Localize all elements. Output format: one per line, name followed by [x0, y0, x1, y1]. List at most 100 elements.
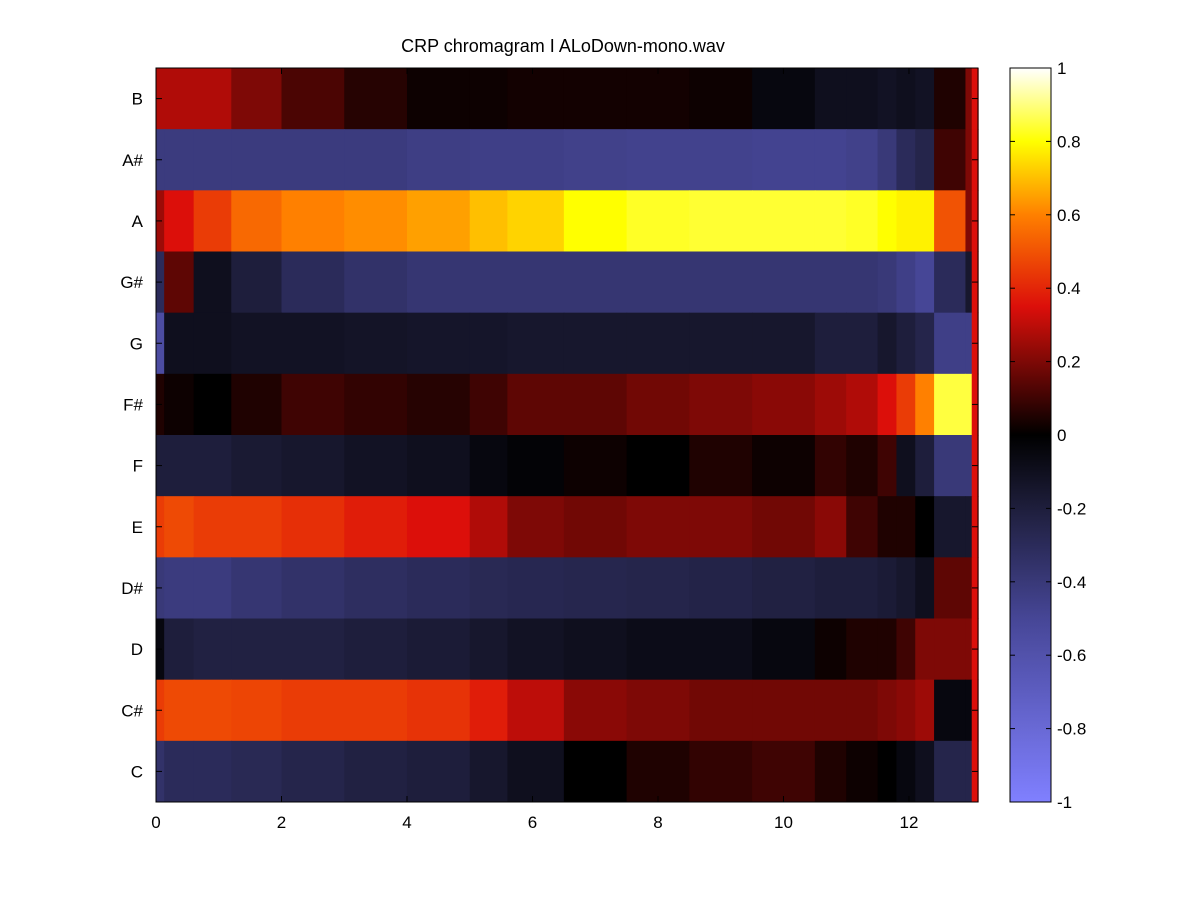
heatmap-cell [689, 68, 753, 130]
heatmap-cell [193, 373, 232, 436]
colorbar: 1 0.8 0.6 0.4 0.2 0 -0.2 -0.4 -0.6 -0.8 -1 [1009, 59, 1086, 812]
heatmap-cell [563, 312, 628, 375]
heatmap-cell [231, 679, 283, 742]
heatmap-cell [877, 740, 898, 803]
heatmap-cell [406, 68, 471, 130]
heatmap-cell [469, 496, 508, 558]
heatmap-cell [344, 740, 408, 803]
heatmap-cell [689, 496, 753, 558]
heatmap-cell [814, 740, 847, 803]
heatmap-cell [164, 740, 195, 803]
heatmap-cell [896, 557, 916, 619]
heatmap-cell [626, 679, 690, 742]
heatmap-cell [752, 251, 816, 314]
heatmap-cell [896, 68, 916, 130]
colorbar-tick-labels: 1 0.8 0.6 0.4 0.2 0 -0.2 -0.4 -0.6 -0.8 -1 [1010, 59, 1086, 812]
heatmap-cell [563, 740, 628, 803]
colorbar-tick-label: -0.2 [1057, 499, 1086, 518]
y-tick-label: F [133, 457, 143, 476]
heatmap-cell [406, 496, 471, 558]
heatmap-cell [406, 435, 471, 497]
heatmap-cell [507, 190, 565, 252]
heatmap-cell [281, 740, 345, 803]
x-tick-label: 12 [900, 813, 919, 832]
x-tick-label: 0 [151, 813, 160, 832]
heatmap-cell [406, 312, 471, 375]
heatmap-cell [814, 679, 847, 742]
heatmap-cell [689, 679, 753, 742]
heatmap-cell [406, 618, 471, 681]
heatmap-cell [915, 312, 935, 375]
heatmap-cell [934, 435, 967, 497]
heatmap-cell [507, 496, 565, 558]
heatmap-cell [934, 251, 967, 314]
y-tick-label: E [132, 518, 143, 537]
heatmap-cell [626, 557, 690, 619]
heatmap-cell [469, 435, 508, 497]
heatmap-cell [164, 312, 195, 375]
heatmap-cell [752, 618, 816, 681]
heatmap-cell [846, 557, 879, 619]
heatmap-cell [193, 312, 232, 375]
x-tick-label: 8 [653, 813, 662, 832]
heatmap-cell [231, 740, 283, 803]
x-tick-label: 4 [402, 813, 411, 832]
heatmap-cell [814, 129, 847, 191]
colorbar-tick-label: -0.8 [1057, 720, 1086, 739]
y-tick-labels: B A# A G# G F# F E D# D C# C [120, 90, 978, 781]
heatmap-cell [934, 557, 967, 619]
colorbar-tick-label: -0.4 [1057, 573, 1086, 592]
heatmap-cell [814, 373, 847, 436]
heatmap-cell [193, 129, 232, 191]
heatmap-cell [231, 496, 283, 558]
heatmap-cell [626, 618, 690, 681]
heatmap-cell [469, 251, 508, 314]
heatmap-cell [563, 251, 628, 314]
heatmap-cell [563, 373, 628, 436]
heatmap-cell [344, 251, 408, 314]
heatmap-cell [915, 129, 935, 191]
heatmap-cell [193, 190, 232, 252]
heatmap-cell [406, 129, 471, 191]
heatmap-cell [752, 129, 816, 191]
colorbar-tick-label: -1 [1057, 793, 1072, 812]
heatmap-cell [934, 740, 967, 803]
heatmap-cell [846, 618, 879, 681]
heatmap-cell [934, 68, 967, 130]
heatmap-cell [563, 129, 628, 191]
heatmap-cell [689, 740, 753, 803]
heatmap-cell [626, 68, 690, 130]
heatmap-cell [281, 557, 345, 619]
heatmap-cell [915, 251, 935, 314]
heatmap-cell [164, 190, 195, 252]
heatmap-cell [965, 190, 973, 252]
heatmap-cell [877, 557, 898, 619]
heatmap-cell [689, 618, 753, 681]
heatmap-cell [281, 129, 345, 191]
heatmap-cell [896, 373, 916, 436]
heatmap-cell [626, 373, 690, 436]
heatmap-cell [846, 373, 879, 436]
heatmap-cell [469, 557, 508, 619]
heatmap-cell [752, 557, 816, 619]
heatmap-cell [877, 251, 898, 314]
heatmap-cell [846, 435, 879, 497]
heatmap-cell [846, 68, 879, 130]
heatmap-cell [406, 740, 471, 803]
heatmap-cell [877, 312, 898, 375]
heatmap-area: B A# A G# G F# F E D# D C# C 0 2 4 6 8 10 12 [120, 67, 979, 832]
heatmap-cell [896, 435, 916, 497]
heatmap-cell [193, 740, 232, 803]
heatmap-cell [965, 435, 973, 497]
heatmap-cell [846, 312, 879, 375]
colorbar-tick-label: 0.4 [1057, 279, 1081, 298]
heatmap-cell [281, 251, 345, 314]
heatmap-cell [344, 312, 408, 375]
heatmap-cell [689, 251, 753, 314]
heatmap-cell [344, 373, 408, 436]
heatmap-cell [626, 251, 690, 314]
heatmap-cell [344, 618, 408, 681]
heatmap-cell [626, 312, 690, 375]
heatmap-cell [281, 679, 345, 742]
heatmap-cell [281, 373, 345, 436]
